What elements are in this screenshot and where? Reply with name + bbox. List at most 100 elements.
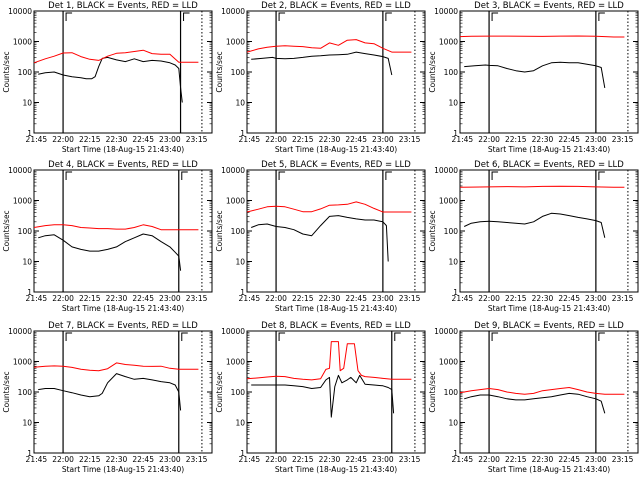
lld-series-line <box>33 224 199 231</box>
x-tick-label: 22:45 <box>558 455 580 464</box>
x-tick-label: 22:00 <box>478 135 500 144</box>
x-tick-label: 21:45 <box>239 455 261 464</box>
interval-marker-flag <box>181 171 188 180</box>
x-tick-label: 22:30 <box>532 294 554 303</box>
lld-series-line <box>246 201 412 213</box>
x-tick-label: 22:00 <box>265 455 287 464</box>
y-tick-label: 100 <box>18 388 33 397</box>
interval-marker-flag <box>598 332 605 341</box>
chart-title: Det 7, BLACK = Events, RED = LLD <box>48 321 198 331</box>
y-tick-label: 1000 <box>13 358 32 367</box>
plot-frame <box>459 330 639 454</box>
y-axis-label: Counts/sec <box>215 210 224 251</box>
interval-marker-flag <box>65 12 73 21</box>
events-series-line <box>38 56 183 103</box>
x-tick-label: 23:15 <box>612 135 634 144</box>
y-axis-ticks <box>34 330 212 454</box>
y-axis-ticks <box>34 10 212 134</box>
y-tick-label: 1 <box>240 129 245 138</box>
x-tick-label: 22:45 <box>558 294 580 303</box>
x-tick-label: 22:30 <box>532 455 554 464</box>
y-tick-label: 10 <box>22 419 32 428</box>
x-tick-label: 23:00 <box>159 455 181 464</box>
y-tick-label: 100 <box>444 227 459 236</box>
lld-series-line <box>246 39 412 53</box>
y-tick-label: 10000 <box>221 166 245 175</box>
x-tick-label: 22:15 <box>79 135 101 144</box>
interval-marker-flag <box>598 12 605 21</box>
lld-series-line <box>33 49 199 64</box>
interval-marker-flag <box>598 171 605 180</box>
y-tick-label: 100 <box>231 388 246 397</box>
x-tick-label: 23:00 <box>372 455 394 464</box>
interval-marker-flag <box>491 12 499 21</box>
lld-series-line <box>459 35 625 38</box>
x-axis-label: Start Time (18-Aug-15 21:43:40) <box>62 465 184 474</box>
chart-panel-det-5: 1 10 100 1000 10000 21:45 22:00 22:15 22:30 22:45… <box>215 160 426 313</box>
y-axis-ticks <box>247 330 425 454</box>
x-tick-label: 23:15 <box>612 294 634 303</box>
y-tick-label: 1 <box>240 288 245 297</box>
x-tick-label: 22:15 <box>505 135 527 144</box>
y-tick-label: 1000 <box>439 38 458 47</box>
plot-frame <box>246 10 426 134</box>
plot-frame <box>33 169 213 293</box>
x-tick-label: 22:30 <box>106 294 128 303</box>
x-tick-label: 23:15 <box>399 135 421 144</box>
x-tick-label: 23:15 <box>612 455 634 464</box>
y-tick-label: 1000 <box>439 197 458 206</box>
x-tick-label: 22:15 <box>292 135 314 144</box>
interval-marker-flag <box>181 332 188 341</box>
events-series-line <box>464 61 606 88</box>
x-tick-label: 22:45 <box>132 294 154 303</box>
x-axis-label: Start Time (18-Aug-15 21:43:40) <box>62 304 184 313</box>
interval-marker-flag <box>278 171 286 180</box>
y-tick-label: 1 <box>27 129 32 138</box>
x-tick-label: 21:45 <box>239 135 261 144</box>
events-series-line <box>38 233 182 271</box>
x-tick-label: 22:00 <box>265 135 287 144</box>
y-axis-ticks <box>460 10 638 134</box>
interval-marker-flag <box>65 332 73 341</box>
y-tick-label: 10000 <box>8 7 32 16</box>
chart-title: Det 5, BLACK = Events, RED = LLD <box>261 160 411 170</box>
x-tick-label: 22:30 <box>319 455 341 464</box>
x-tick-label: 22:00 <box>52 294 74 303</box>
x-tick-label: 22:00 <box>52 135 74 144</box>
y-tick-label: 100 <box>231 227 246 236</box>
y-tick-label: 10000 <box>221 7 245 16</box>
y-tick-label: 100 <box>444 388 459 397</box>
x-tick-label: 22:15 <box>79 294 101 303</box>
x-tick-label: 21:45 <box>26 455 48 464</box>
y-tick-label: 1000 <box>13 38 32 47</box>
interval-marker-flag <box>385 12 392 21</box>
y-axis-label: Counts/sec <box>428 210 437 251</box>
plot-frame <box>459 10 639 134</box>
x-tick-label: 22:00 <box>52 455 74 464</box>
interval-marker-flag <box>278 332 286 341</box>
chart-panel-det-3: 1 10 100 1000 10000 21:45 22:00 22:15 22:30 22:45… <box>428 1 639 154</box>
chart-title: Det 4, BLACK = Events, RED = LLD <box>48 160 198 170</box>
x-axis-label: Start Time (18-Aug-15 21:43:40) <box>488 465 610 474</box>
chart-panel-det-8: 1 10 100 1000 10000 21:45 22:00 22:15 22:30 22:45… <box>215 321 426 474</box>
y-tick-label: 1000 <box>226 38 245 47</box>
lld-series-line <box>459 387 625 395</box>
x-axis-label: Start Time (18-Aug-15 21:43:40) <box>275 465 397 474</box>
events-series-line <box>463 212 606 238</box>
y-axis-ticks <box>460 330 638 454</box>
interval-marker-flag <box>385 171 392 180</box>
lld-series-line <box>33 362 199 372</box>
x-tick-label: 22:45 <box>132 455 154 464</box>
x-axis-label: Start Time (18-Aug-15 21:43:40) <box>488 304 610 313</box>
x-tick-label: 21:45 <box>452 455 474 464</box>
chart-title: Det 3, BLACK = Events, RED = LLD <box>474 1 624 11</box>
events-series-line <box>251 51 393 76</box>
chart-panel-det-6: 1 10 100 1000 10000 21:45 22:00 22:15 22:30 22:45… <box>428 160 639 313</box>
x-tick-label: 21:45 <box>452 135 474 144</box>
x-tick-label: 22:15 <box>292 455 314 464</box>
x-tick-label: 21:45 <box>452 294 474 303</box>
x-tick-label: 23:00 <box>585 135 607 144</box>
y-tick-label: 1000 <box>13 197 32 206</box>
chart-panel-det-1: 1 10 100 1000 10000 21:45 22:00 22:15 22:30 22:45… <box>2 1 213 154</box>
